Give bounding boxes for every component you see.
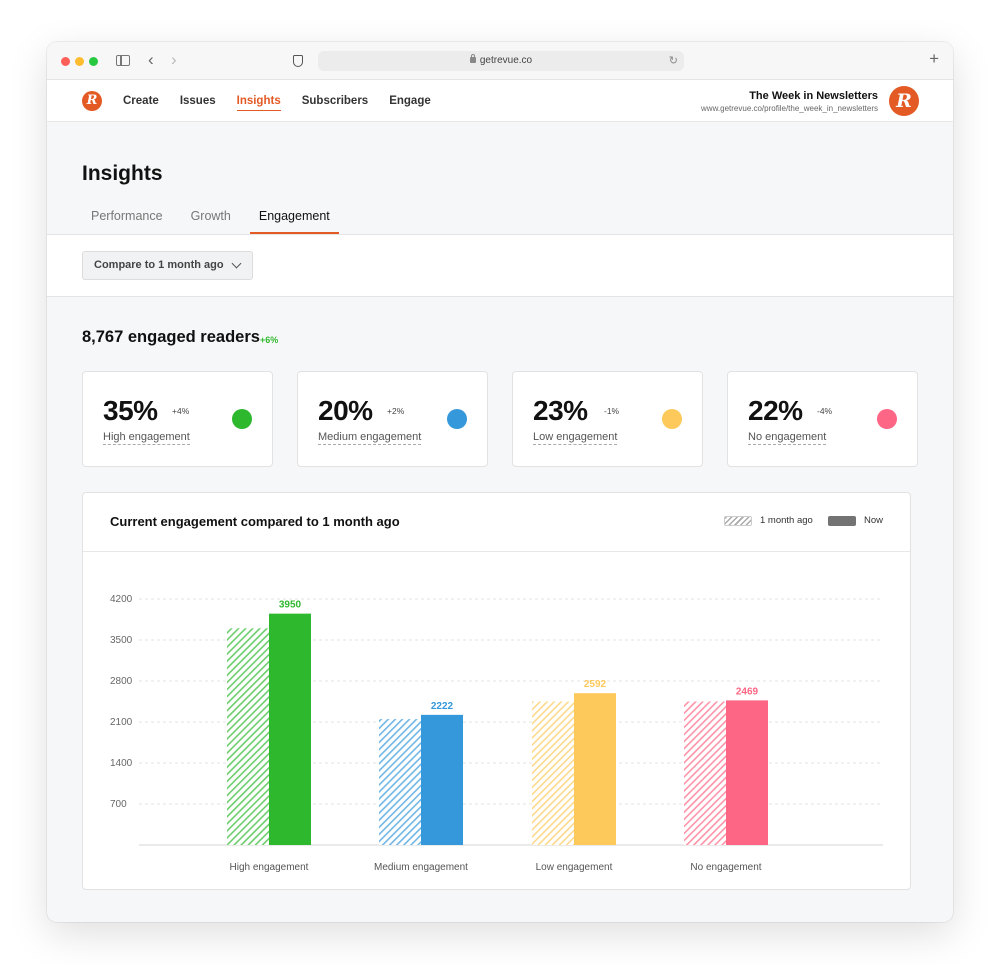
- y-tick-label: 3500: [110, 635, 133, 646]
- stat-percent: 23%: [533, 395, 588, 426]
- zoom-window-button[interactable]: [89, 57, 98, 66]
- stat-delta: +4%: [172, 406, 190, 416]
- compare-dropdown-label: Compare to 1 month ago: [94, 259, 224, 271]
- nav-create[interactable]: Create: [123, 95, 159, 107]
- stat-percent: 22%: [748, 395, 803, 426]
- legend-swatch-now: [828, 516, 856, 526]
- legend-swatch-1-month-ago: [724, 516, 752, 526]
- bar-data-label: 2222: [431, 701, 454, 712]
- x-category-label: No engagement: [690, 862, 761, 873]
- lock-icon: [469, 54, 476, 63]
- engagement-bar-chart: 700 1400 2100 2800 3500 4200 3950 High engageme…: [110, 594, 883, 873]
- no-engagement-color-dot: [877, 409, 897, 429]
- stat-percent: 35%: [103, 395, 158, 426]
- insights-tabs: Performance Growth Engagement: [82, 202, 349, 234]
- engaged-readers-title: 8,767 engaged readers: [82, 328, 260, 346]
- profile-url[interactable]: www.getrevue.co/profile/the_week_in_news…: [701, 104, 878, 113]
- medium-engagement-color-dot: [447, 409, 467, 429]
- stat-delta: +2%: [387, 406, 405, 416]
- bar-data-label: 2592: [584, 679, 607, 690]
- compare-dropdown[interactable]: Compare to 1 month ago: [82, 251, 253, 280]
- stat-card-none: 22% -4% No engagement: [727, 371, 918, 467]
- page-title: Insights: [82, 162, 163, 185]
- close-window-button[interactable]: [61, 57, 70, 66]
- stat-card-high: 35% +4% High engagement: [82, 371, 273, 467]
- nav-insights[interactable]: Insights: [236, 80, 281, 122]
- chart-header: Current engagement compared to 1 month a…: [83, 493, 910, 552]
- tab-growth[interactable]: Growth: [190, 209, 231, 223]
- tab-engagement[interactable]: Engagement: [249, 202, 339, 234]
- bar-now: [574, 693, 616, 845]
- stat-card-medium: 20% +2% Medium engagement: [297, 371, 488, 467]
- legend-label-now: Now: [864, 515, 884, 526]
- chevron-down-icon: [231, 258, 242, 269]
- engagement-chart-card: Current engagement compared to 1 month a…: [82, 492, 911, 890]
- stat-card-low: 23% -1% Low engagement: [512, 371, 703, 467]
- engaged-readers-delta: +6%: [260, 335, 279, 345]
- privacy-shield-icon[interactable]: [293, 55, 303, 67]
- stat-label[interactable]: High engagement: [103, 431, 190, 445]
- back-arrow-icon[interactable]: ‹: [148, 50, 154, 69]
- x-category-label: Low engagement: [536, 862, 613, 873]
- x-category-label: High engagement: [230, 862, 309, 873]
- high-engagement-color-dot: [232, 409, 252, 429]
- profile-avatar[interactable]: R: [889, 86, 919, 116]
- bar-data-label: 3950: [279, 600, 302, 611]
- sidebar-toggle-icon[interactable]: [116, 55, 130, 66]
- new-tab-icon[interactable]: +: [929, 49, 939, 68]
- url-text: getrevue.co: [479, 55, 533, 66]
- nav-issues[interactable]: Issues: [179, 95, 216, 107]
- stat-delta: -1%: [604, 406, 620, 416]
- chart-title: Current engagement compared to 1 month a…: [110, 514, 400, 529]
- low-engagement-color-dot: [662, 409, 682, 429]
- stat-label[interactable]: Medium engagement: [318, 431, 422, 445]
- bar-now: [269, 613, 311, 845]
- main-nav: Create Issues Insights Subscribers Engag…: [123, 80, 452, 122]
- forward-arrow-icon[interactable]: ›: [171, 50, 177, 69]
- x-category-label: Medium engagement: [374, 862, 468, 873]
- y-tick-label: 4200: [110, 594, 133, 605]
- reload-icon[interactable]: ↻: [668, 55, 678, 67]
- stat-delta: -4%: [817, 406, 833, 416]
- bar-now: [421, 714, 463, 845]
- stat-label[interactable]: No engagement: [748, 431, 827, 445]
- bar-1-month-ago: [227, 628, 269, 845]
- bar-now: [726, 700, 768, 845]
- y-tick-label: 1400: [110, 758, 133, 769]
- bar-1-month-ago: [532, 701, 574, 845]
- app-header: R Create Issues Insights Subscribers Eng…: [47, 80, 953, 122]
- bar-1-month-ago: [379, 719, 421, 845]
- address-bar[interactable]: getrevue.co ↻: [318, 51, 684, 71]
- filter-bar: Compare to 1 month ago: [47, 235, 953, 297]
- stat-label[interactable]: Low engagement: [533, 431, 618, 445]
- profile-name[interactable]: The Week in Newsletters: [749, 90, 878, 102]
- nav-subscribers[interactable]: Subscribers: [301, 95, 369, 107]
- tabs-divider: [47, 234, 953, 235]
- browser-toolbar: ‹ › getrevue.co ↻ +: [47, 42, 953, 80]
- stat-percent: 20%: [318, 395, 373, 426]
- y-tick-label: 2800: [110, 676, 133, 687]
- revue-logo[interactable]: R: [82, 91, 102, 111]
- browser-window: ‹ › getrevue.co ↻ + R Create Issues Insi…: [47, 42, 953, 922]
- bar-data-label: 2469: [736, 686, 759, 697]
- bar-1-month-ago: [684, 701, 726, 845]
- legend-label-1-month-ago: 1 month ago: [760, 515, 813, 526]
- nav-engage[interactable]: Engage: [389, 95, 431, 107]
- y-tick-label: 2100: [110, 717, 133, 728]
- minimize-window-button[interactable]: [75, 57, 84, 66]
- y-tick-label: 700: [110, 799, 127, 810]
- tab-performance[interactable]: Performance: [91, 209, 163, 223]
